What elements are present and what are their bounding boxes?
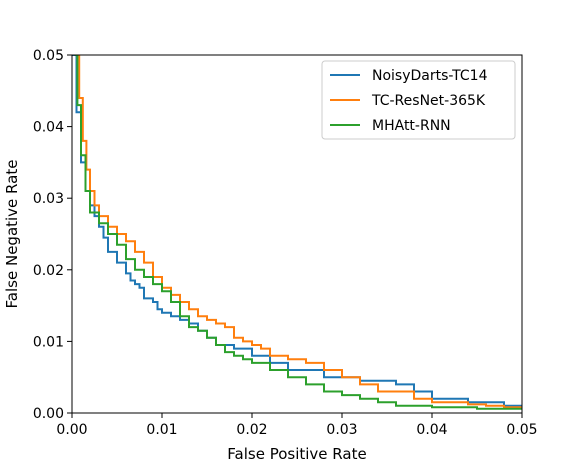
y-axis-ticks: 0.00 0.01 0.02 0.03 0.04 0.05 xyxy=(33,48,72,422)
y-axis-label: False Negative Rate xyxy=(3,160,21,309)
y-tick-label: 0.05 xyxy=(33,48,64,64)
y-tick-label: 0.03 xyxy=(33,191,64,207)
series-line-1 xyxy=(76,55,522,409)
legend-label-2: MHAtt-RNN xyxy=(372,118,451,134)
x-tick-label: 0.03 xyxy=(326,422,357,438)
x-tick-label: 0.02 xyxy=(236,422,267,438)
series-layer xyxy=(72,55,522,410)
y-tick-label: 0.02 xyxy=(33,263,64,279)
x-axis-label: False Positive Rate xyxy=(227,445,366,463)
legend: NoisyDarts-TC14 TC-ResNet-365K MHAtt-RNN xyxy=(321,60,516,140)
legend-box xyxy=(321,60,516,140)
legend-label-0: NoisyDarts-TC14 xyxy=(372,68,488,84)
y-tick-label: 0.01 xyxy=(33,334,64,350)
x-tick-label: 0.04 xyxy=(416,422,447,438)
series-line-2 xyxy=(74,55,522,410)
x-tick-label: 0.01 xyxy=(146,422,177,438)
legend-label-1: TC-ResNet-365K xyxy=(371,93,486,109)
x-tick-label: 0.05 xyxy=(506,422,537,438)
y-tick-label: 0.04 xyxy=(33,120,64,136)
y-tick-label: 0.00 xyxy=(33,406,64,422)
axes-frame xyxy=(71,54,523,414)
x-tick-label: 0.00 xyxy=(56,422,87,438)
x-axis-ticks: 0.00 0.01 0.02 0.03 0.04 0.05 xyxy=(56,413,538,438)
